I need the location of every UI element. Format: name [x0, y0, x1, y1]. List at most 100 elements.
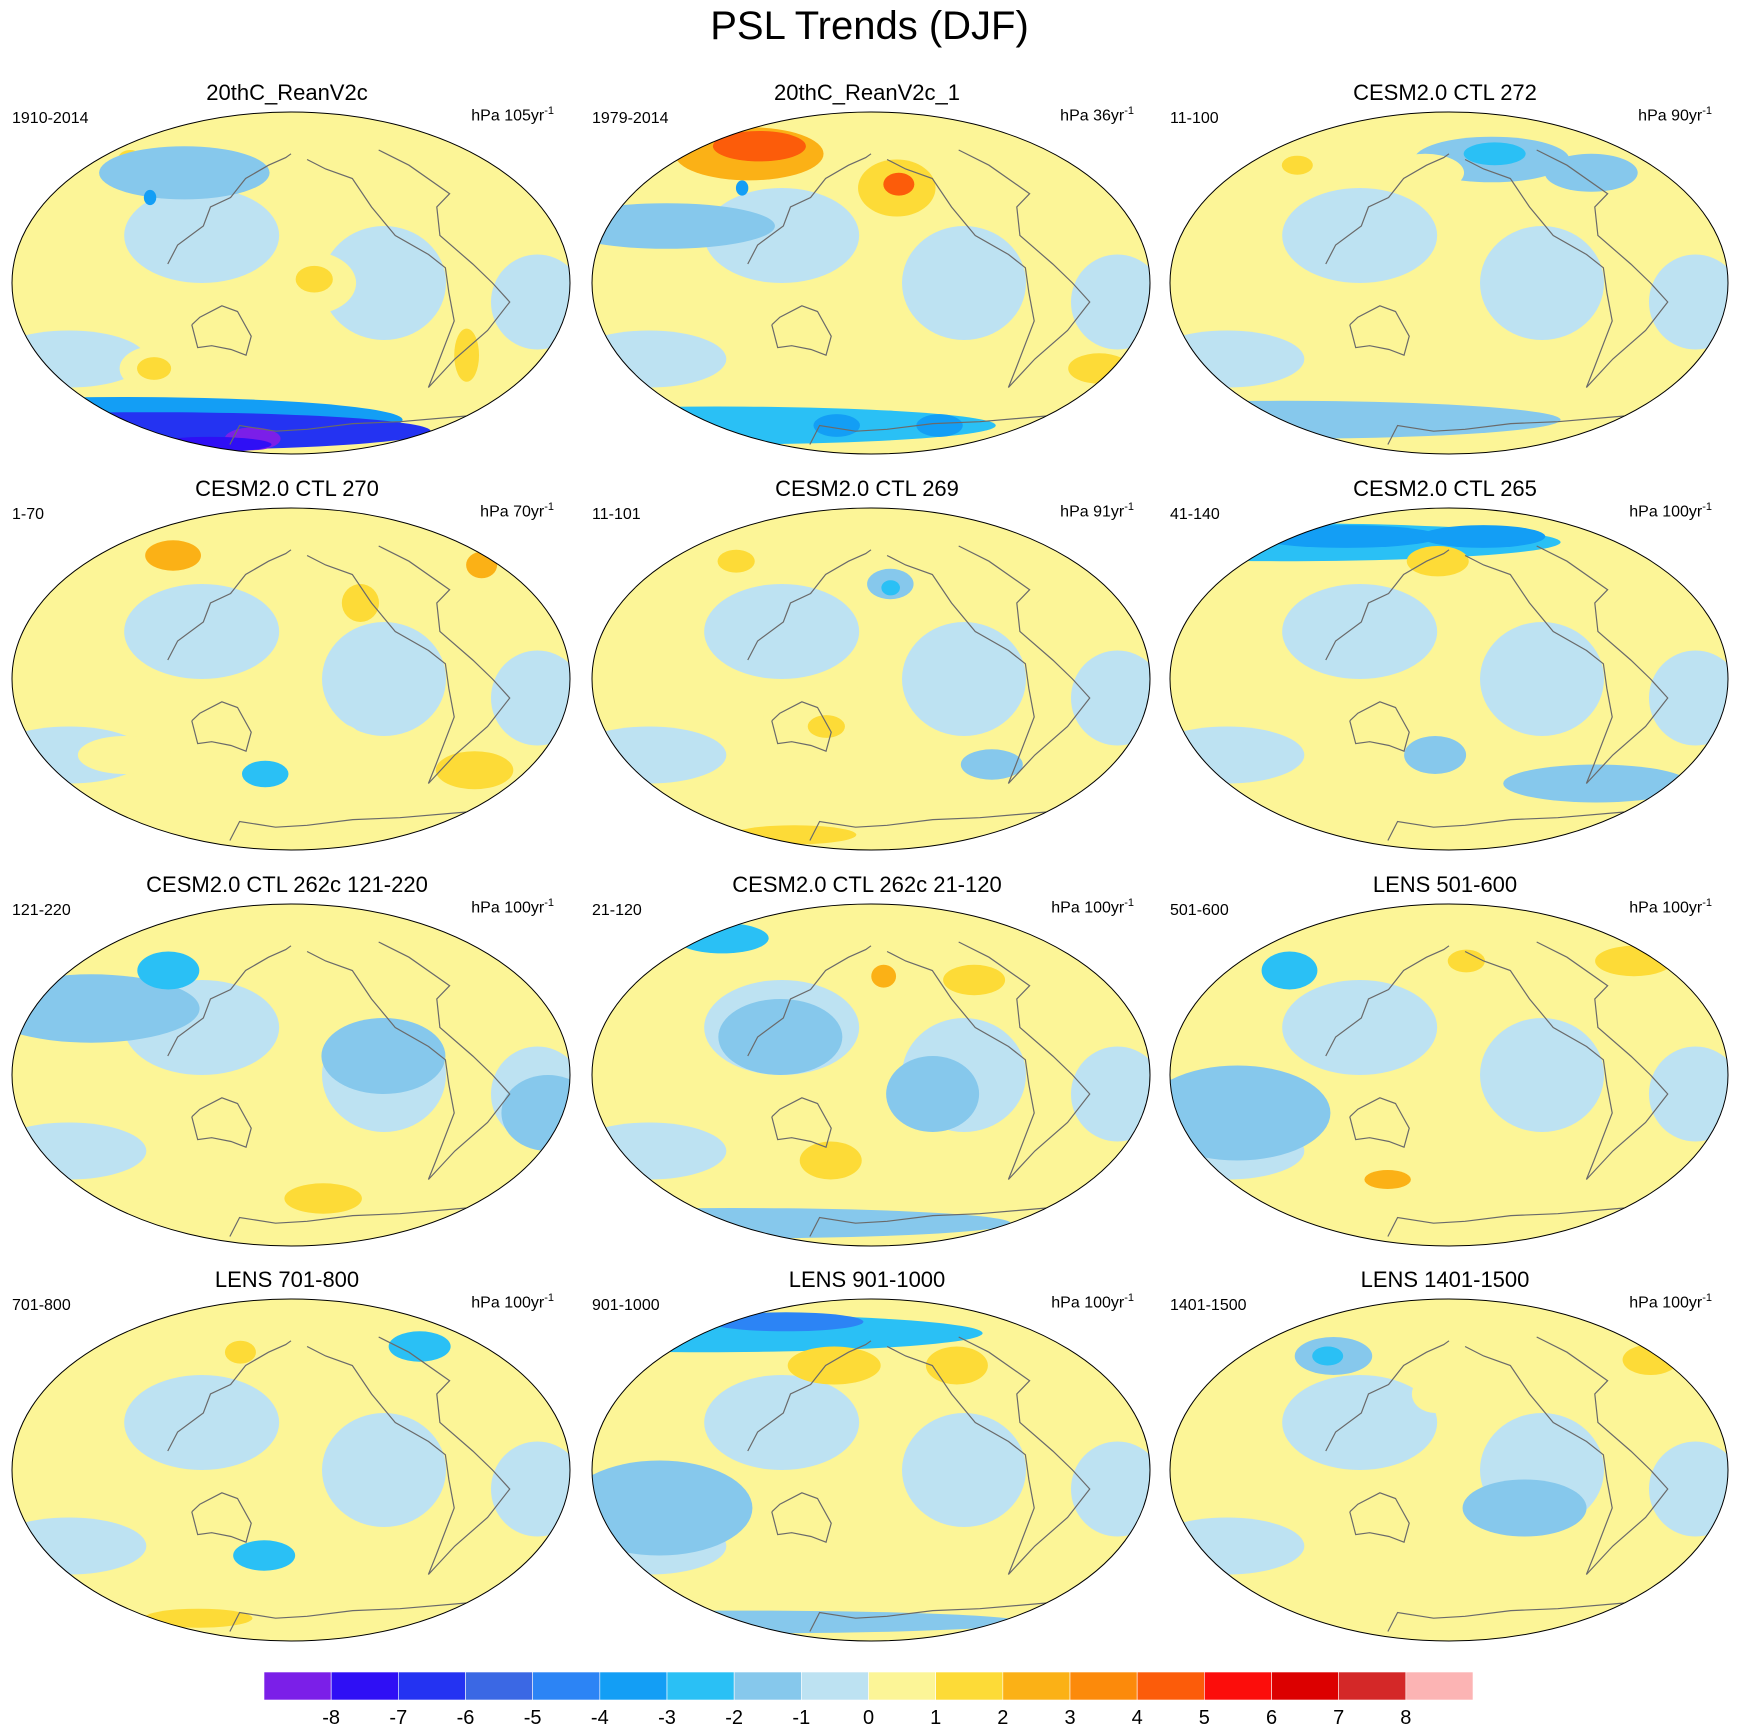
trend-contour [124, 1375, 280, 1470]
coastline [1464, 950, 1613, 1180]
trend-contour [1253, 525, 1440, 548]
map-panel: LENS 501-600 501-600 hPa 100yr-1 [1160, 872, 1730, 1252]
coastline [378, 941, 511, 1180]
colorbar-swatch [1405, 1672, 1474, 1701]
panel-units: hPa 70yr-1 [480, 501, 554, 521]
coastline [809, 1207, 1047, 1237]
map-panel: LENS 701-800 701-800 hPa 100yr-1 [2, 1267, 572, 1647]
coastline [378, 149, 511, 388]
coastline [306, 1345, 455, 1575]
trend-contour [77, 736, 171, 774]
coastline [747, 549, 872, 661]
map-projection [11, 111, 571, 455]
panel-title: CESM2.0 CTL 262c 21-120 [732, 872, 1002, 897]
coastline [167, 1340, 292, 1452]
panel-units: hPa 90yr-1 [1638, 105, 1712, 125]
trend-contour [143, 1608, 253, 1628]
colorbar-tick-label: -2 [725, 1707, 743, 1729]
colorbar-tick-label: -7 [389, 1707, 407, 1729]
map-projection [11, 507, 571, 851]
panel-period: 121-220 [12, 902, 71, 919]
trend-contour [675, 923, 769, 954]
panel-period: 1979-2014 [592, 110, 669, 127]
trend-contour [807, 715, 845, 738]
map-projection [11, 1298, 571, 1642]
panel-period: 41-140 [1170, 506, 1220, 523]
coastline [1387, 415, 1625, 445]
map-background-field [12, 1299, 570, 1641]
map-panel: 20thC_ReanV2c 1910-2014 hPa 105yr-1 [2, 80, 572, 460]
trend-contour [124, 584, 280, 679]
trend-contour [881, 580, 900, 596]
trend-contour [241, 760, 289, 788]
map-panel: 20thC_ReanV2c_1 1979-2014 hPa 36yr-1 [582, 80, 1152, 460]
coastline [378, 545, 511, 784]
map-projection [1169, 111, 1729, 455]
trend-contour [501, 1075, 570, 1151]
map-panel: LENS 901-1000 901-1000 hPa 100yr-1 [582, 1267, 1152, 1647]
panel-period: 901-1000 [592, 1297, 660, 1314]
trend-contour [233, 1540, 296, 1571]
trend-contour [886, 1056, 980, 1132]
colorbar-swatch [1002, 1672, 1071, 1701]
panel-period: 1910-2014 [12, 110, 89, 127]
colorbar-swatch [935, 1672, 1004, 1701]
panel-title: CESM2.0 CTL 272 [1353, 80, 1537, 105]
colorbar-tick-label: 4 [1132, 1707, 1143, 1729]
coastline [1387, 1207, 1625, 1237]
trend-contour [717, 549, 755, 573]
trend-contour [1282, 584, 1438, 679]
map-projection [11, 903, 571, 1247]
map-background-field [592, 508, 1150, 850]
trend-contour [1281, 155, 1313, 175]
colorbar-swatch [465, 1672, 533, 1701]
coastline [191, 305, 252, 356]
map-border [1169, 111, 1729, 455]
colorbar-swatch [398, 1672, 466, 1701]
coastline [1536, 1336, 1669, 1575]
panel-period: 21-120 [592, 902, 642, 919]
trend-contour [883, 353, 940, 384]
trend-contour [1421, 525, 1546, 548]
coastline [229, 811, 467, 841]
trend-contour [137, 357, 172, 380]
trend-contour [883, 172, 915, 196]
colorbar-swatch [666, 1672, 735, 1701]
coastline [771, 1097, 832, 1148]
trend-contour [117, 1196, 242, 1227]
map-border [1169, 903, 1729, 1247]
coastline [886, 158, 1035, 388]
map-projection [591, 507, 1151, 851]
colorbar-swatch [532, 1672, 601, 1701]
map-panel: CESM2.0 CTL 270 1-70 hPa 70yr-1 [2, 476, 572, 856]
trend-contour [813, 414, 860, 437]
colorbar-tick-label: -5 [524, 1707, 542, 1729]
trend-contour [902, 622, 1026, 736]
colorbar-tick-label: 0 [863, 1707, 874, 1729]
trend-contour [124, 188, 280, 283]
panel-title: CESM2.0 CTL 262c 121-220 [146, 872, 428, 897]
panel-title: CESM2.0 CTL 265 [1353, 476, 1537, 501]
panel-units: hPa 100yr-1 [1629, 501, 1712, 521]
trend-contour [732, 825, 857, 845]
trend-contour [322, 622, 446, 736]
coastline [747, 1340, 872, 1452]
trend-contour [454, 328, 480, 382]
panel-period: 701-800 [12, 1297, 71, 1314]
trend-contour [592, 1460, 753, 1556]
panel-period: 11-100 [1170, 110, 1219, 127]
trend-contour [321, 1018, 446, 1094]
colorbar-tick-label: 8 [1400, 1707, 1411, 1729]
colorbar: -8 -7 -6 -5 -4 -3 -2 -1 0 1 2 3 4 5 6 7 8 [264, 1672, 1474, 1729]
coastline [306, 554, 455, 784]
panel-period: 1401-1500 [1170, 1297, 1247, 1314]
colorbar-swatch [330, 1672, 399, 1701]
colorbar-swatch [733, 1672, 802, 1701]
trend-contour [1503, 764, 1690, 803]
coastline [306, 950, 455, 1180]
coastline [809, 415, 1047, 445]
trend-contour [871, 964, 897, 988]
colorbar-swatch [868, 1672, 936, 1701]
colorbar-tick-label: -4 [591, 1707, 609, 1729]
map-panel: CESM2.0 CTL 272 11-100 hPa 90yr-1 [1160, 80, 1730, 460]
